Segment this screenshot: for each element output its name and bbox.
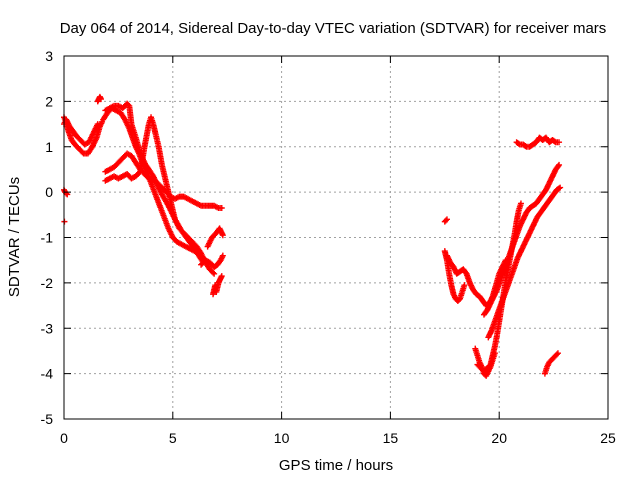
y-tick-label: 1	[45, 139, 53, 155]
data-point	[219, 252, 226, 259]
x-tick-label: 0	[60, 430, 68, 446]
series-track-n	[472, 345, 498, 379]
data-point	[443, 216, 450, 223]
y-tick-label: -4	[41, 366, 54, 382]
data-point	[517, 200, 524, 207]
y-tick-label: -2	[41, 275, 54, 291]
data-point	[125, 101, 132, 108]
data-point	[97, 96, 104, 103]
x-tick-label: 20	[491, 430, 507, 446]
series-track-o	[513, 134, 563, 150]
series-track-p	[541, 350, 561, 377]
data-points	[61, 93, 564, 379]
y-axis-label: SDTVAR / TECUs	[6, 177, 23, 297]
data-point	[491, 350, 498, 357]
series-track-b	[61, 116, 101, 148]
series-track-e	[102, 150, 225, 212]
y-tick-label: 0	[45, 184, 53, 200]
data-point	[442, 217, 449, 224]
series-track-l	[485, 184, 564, 341]
series-late-drop-b	[210, 282, 219, 298]
data-point	[522, 142, 529, 149]
data-point	[94, 121, 101, 128]
axis-ticks: 0 5 10 15 20 25 -5 -4 -3 -2 -1 0 1 2 3	[41, 48, 616, 446]
series-track-g	[198, 252, 226, 270]
data-point	[219, 232, 226, 239]
x-axis-label: GPS time / hours	[279, 457, 393, 474]
series-track-h	[204, 225, 226, 250]
data-point	[218, 273, 225, 280]
chart-title: Day 064 of 2014, Sidereal Day-to-day VTE…	[60, 20, 607, 37]
y-tick-label: -3	[41, 320, 54, 336]
x-tick-label: 5	[169, 430, 177, 446]
x-tick-label: 10	[274, 430, 290, 446]
data-point	[555, 163, 562, 170]
x-tick-label: 15	[383, 430, 399, 446]
data-point	[553, 351, 560, 358]
data-point	[218, 205, 225, 212]
series-track-a	[61, 114, 106, 157]
data-point	[554, 350, 561, 357]
series-mid-outliers	[441, 216, 450, 225]
y-tick-label: 3	[45, 48, 53, 64]
data-point	[210, 269, 217, 276]
y-tick-label: -1	[41, 230, 54, 246]
data-point	[461, 282, 468, 289]
y-tick-label: -5	[41, 411, 54, 427]
data-point	[551, 138, 558, 145]
data-point	[556, 139, 563, 146]
x-tick-label: 25	[600, 430, 616, 446]
series-track-k	[480, 161, 563, 318]
y-tick-label: 2	[45, 93, 53, 109]
data-point	[515, 140, 522, 147]
data-point	[556, 185, 563, 192]
data-point	[211, 270, 218, 277]
data-point	[556, 161, 563, 168]
data-point	[212, 282, 219, 289]
series-top-marks	[94, 93, 104, 105]
data-point	[557, 184, 564, 191]
